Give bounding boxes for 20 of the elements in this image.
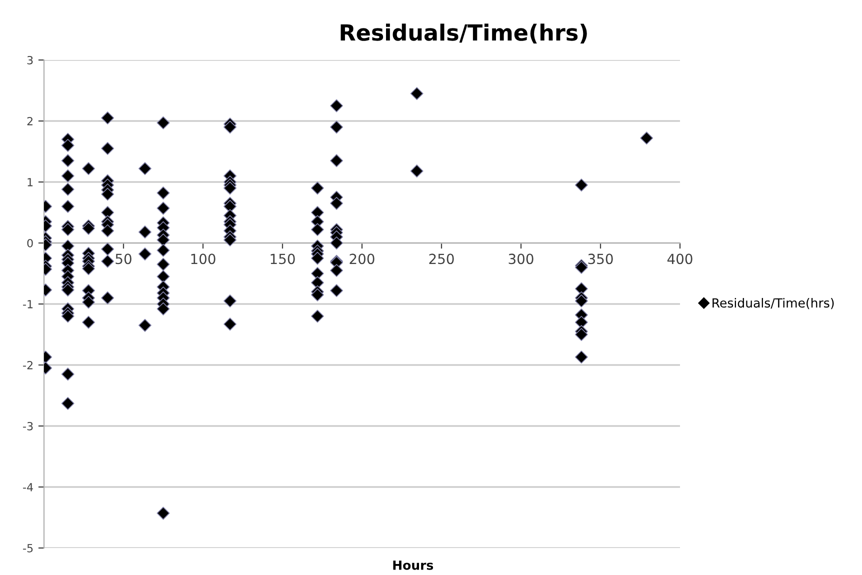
- y-tick-label: -1: [23, 300, 33, 308]
- x-tick-label: 250: [429, 254, 454, 264]
- x-axis-title: Hours: [393, 560, 434, 570]
- y-tick-label: 2: [27, 116, 32, 126]
- x-tick-label: 400: [667, 254, 692, 264]
- y-tick-label: -2: [23, 360, 32, 370]
- x-tick-label: 200: [350, 254, 374, 264]
- x-tick-label: 300: [508, 254, 534, 264]
- x-tick-label: 50: [116, 254, 132, 264]
- y-tick-label: -4: [23, 483, 33, 492]
- x-tick-label: 150: [270, 254, 295, 264]
- legend-label: Residuals/Time(hrs): [712, 298, 834, 310]
- y-tick-label: 3: [27, 56, 33, 64]
- y-tick-label: 1: [28, 178, 33, 186]
- y-tick-label: -5: [23, 544, 33, 552]
- y-tick-label: -3: [23, 422, 33, 430]
- chart-title: Residuals/Time(hrs): [340, 24, 587, 44]
- x-tick-label: 350: [588, 254, 613, 264]
- x-tick-label: 100: [191, 254, 216, 264]
- y-tick-label: 0: [27, 238, 33, 248]
